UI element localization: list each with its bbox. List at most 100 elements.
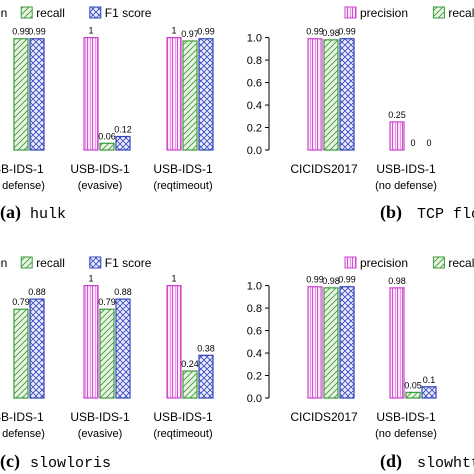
y-tick-label: 0.4	[247, 100, 262, 112]
legend-label: recall	[36, 256, 65, 270]
bar-recall	[99, 308, 115, 399]
x-category-sublabel: (evasive)	[78, 180, 123, 192]
data-label: 0.38	[197, 343, 215, 353]
x-category-label: USB-IDS-1	[153, 410, 213, 424]
data-label: 0.99	[12, 27, 30, 37]
panel-title: slowhttpt	[417, 455, 474, 472]
x-category-sublabel: (reqtimeout)	[153, 180, 212, 192]
bar-precision	[166, 285, 182, 399]
legend-precision-swatch	[344, 256, 357, 269]
panel-title: TCP flo	[417, 206, 474, 223]
chart-panel-1: enrecallF1 score110.990.060.970.990.120.…	[0, 6, 215, 223]
panel-label: (a)	[0, 202, 21, 223]
x-category-label: USB-IDS-1	[70, 410, 130, 424]
data-label: 0.05	[404, 380, 422, 390]
data-label: 0.06	[98, 131, 116, 141]
chart-panel-3: en recall F1 score 1 1 0.79 0.79 0.24 0.88 0.88 0.…	[0, 256, 215, 472]
x-category-label: USB-IDS-1	[70, 162, 130, 176]
data-label: 0.88	[28, 287, 46, 297]
y-tick-label: 0.6	[247, 326, 262, 338]
data-label: 0.79	[12, 297, 30, 307]
data-label: 0	[410, 138, 415, 148]
x-category-sublabel: (no defense)	[375, 180, 437, 192]
data-label: 1	[171, 26, 176, 36]
legend-label: precision	[360, 6, 408, 20]
bar-recall	[182, 370, 198, 399]
y-tick-label: 0.2	[247, 371, 262, 383]
bar-precision	[83, 37, 99, 151]
x-category-label: CICIDS2017	[290, 410, 358, 424]
bar-precision	[83, 285, 99, 399]
data-label: 1	[171, 274, 176, 284]
y-tick-label: 0.2	[247, 123, 262, 135]
data-label: 0.99	[306, 27, 324, 37]
legend-precision-swatch	[344, 6, 357, 19]
data-label: 1	[88, 274, 93, 284]
legend-recall-swatch	[432, 256, 445, 269]
x-category-label: USB-IDS-1	[0, 162, 44, 176]
bar-precision	[307, 38, 323, 151]
bar-f1-score	[339, 286, 355, 399]
legend-recall-swatch	[20, 256, 33, 269]
panel-title: hulk	[30, 206, 66, 223]
legend-label: F1 score	[105, 6, 152, 20]
bar-f1-score	[115, 135, 131, 151]
y-tick-label: 0.0	[247, 145, 262, 157]
data-label: 0.25	[388, 110, 406, 120]
y-tick-label: 1.0	[247, 281, 262, 293]
data-label: 0.97	[181, 29, 199, 39]
y-tick-label: 1.0	[247, 33, 262, 45]
legend-label: recall	[448, 256, 474, 270]
data-label: 0.99	[197, 27, 215, 37]
legend-label: recall	[448, 6, 474, 20]
data-label: 0.98	[388, 276, 406, 286]
x-category-sublabel: (no defense)	[0, 180, 45, 192]
bar-f1-score	[421, 386, 437, 399]
y-tick-label: 0.0	[247, 393, 262, 405]
bar-recall	[405, 391, 421, 399]
chart-panel-4: 0.00.20.40.60.81.0precisionrecallrecall0…	[247, 256, 474, 472]
bar-recall	[323, 287, 339, 399]
data-label: 0.88	[114, 287, 132, 297]
panel-label: (b)	[380, 202, 402, 223]
chart-panels: enrecallF1 score110.990.060.970.990.120.…	[0, 6, 474, 472]
panel-label: (c)	[0, 451, 20, 472]
legend-label: recall	[36, 6, 65, 20]
y-tick-label: 0.8	[247, 303, 262, 315]
data-label: 0.98	[322, 28, 340, 38]
x-category-sublabel: (no defense)	[0, 428, 45, 440]
bar-f1-score	[339, 38, 355, 151]
bar-f1-score	[198, 354, 214, 399]
data-label: 0.99	[338, 275, 356, 285]
x-category-sublabel: (no defense)	[375, 428, 437, 440]
bar-precision	[166, 37, 182, 151]
bar-f1-score	[198, 38, 214, 151]
legend-label: F1 score	[105, 256, 152, 270]
bar-f1-score	[29, 38, 45, 151]
legend-recall-swatch	[432, 6, 445, 19]
legend-label: en	[0, 6, 7, 20]
bar-precision	[389, 287, 405, 399]
data-label: 0.99	[306, 275, 324, 285]
data-label: 0.99	[338, 27, 356, 37]
legend-f1-swatch	[89, 256, 102, 269]
x-category-sublabel: (reqtimeout)	[153, 428, 212, 440]
bar-precision	[307, 286, 323, 399]
bar-recall	[13, 308, 29, 399]
panel-label: (d)	[380, 451, 402, 472]
panel-title: slowloris	[30, 455, 111, 472]
data-label: 1	[88, 26, 93, 36]
legend-f1-swatch	[89, 6, 102, 19]
data-label: 0.12	[114, 125, 132, 135]
data-label: 0.99	[28, 27, 46, 37]
data-label: 0	[426, 138, 431, 148]
bar-precision	[389, 121, 405, 151]
bar-recall	[323, 39, 339, 151]
chart-panel-2: 0.0 0.2 0.4 0.6 0.8 1.0 precision recall 0.99 0.2…	[247, 6, 474, 223]
y-tick-label: 0.6	[247, 78, 262, 90]
legend-label: precision	[360, 256, 408, 270]
legend-label: en	[0, 256, 7, 270]
bar-f1-score	[115, 298, 131, 399]
x-category-label: CICIDS2017	[290, 162, 358, 176]
